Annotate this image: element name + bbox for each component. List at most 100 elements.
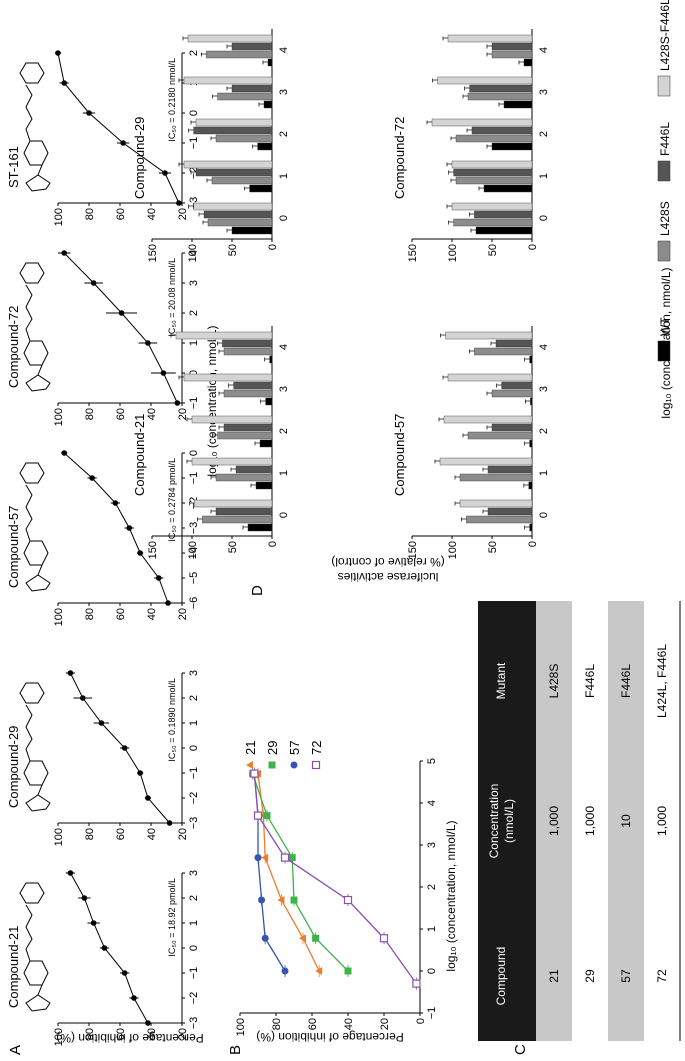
panel-label-b: B [227,1045,244,1055]
bar [222,339,273,348]
open-square-marker [253,811,263,820]
x-tick-label: −2 [188,992,200,1005]
x-tick-label: 3 [278,89,290,95]
open-square-marker [412,979,421,988]
bar [474,210,533,219]
circle-marker [258,896,266,904]
y-tick-label: 20 [177,208,189,220]
x-tick-label: 5 [426,758,438,764]
chart-title: Compound-57 [392,414,407,496]
data-point [174,400,181,406]
data-point [98,720,105,726]
panel-d-chart-3: Compound-72 0 50 100 150 0 1 2 3 4 [392,29,550,262]
triangle-marker [277,896,285,905]
y-tick-label: 60 [115,1028,127,1040]
data-point [121,970,128,976]
x-tick-label: 0 [188,370,200,376]
bar [487,507,533,516]
y-tick-label: 40 [146,208,158,220]
y-tick-label: 0 [527,244,539,250]
data-point [131,995,137,1001]
bar [491,142,533,151]
square-marker [344,967,352,975]
bar [247,523,273,532]
bar [529,439,533,448]
bar [483,184,533,193]
x-tick-label: 0 [188,945,200,951]
y-tick-label: 60 [115,408,127,420]
ring-shape [25,174,51,192]
bar [223,347,273,356]
bar [215,507,273,516]
bond-line [25,704,33,762]
ring-shape [25,574,51,592]
bar [453,218,533,227]
open-square-marker [250,769,259,778]
x-tick-label: 0 [278,215,290,221]
panel-d-charts: Compound-2105010015001234Compound-290501… [132,0,672,559]
bar [233,381,273,390]
fit-curve [63,252,178,404]
bar [187,34,273,43]
square-marker [268,761,276,769]
data-point [126,525,133,531]
bar [467,431,533,440]
ic50-label: IC₅₀ = 0.1890 nmol/L [167,678,177,762]
x-tick-label: 0 [278,512,290,518]
ic50-label: IC₅₀ = 18.92 pmol/L [167,878,177,957]
y-tick-label: 150 [147,244,159,262]
bar [443,415,533,424]
chart-title: Compound-29 [6,726,21,808]
panel-a-xlabel: log₁₀ (concentration, nmol/L) [205,325,219,476]
square-marker [290,896,298,904]
triangle-marker [261,853,269,862]
x-tick-label: 3 [188,280,200,286]
bond-line [25,484,33,542]
chart-title: Compound-72 [6,306,21,388]
ic50-label: IC₅₀ = 20.08 nmol/L [167,258,177,337]
ring-shape [23,140,49,166]
bar [215,134,273,143]
panel-c-table: Compound Concentration (nmol/L) Mutant 21 1,0… [478,601,681,1041]
bond-line [37,164,43,176]
data-point [166,820,173,826]
data-point [176,200,182,206]
data-point [80,695,86,701]
panel-label-d: D [249,585,266,596]
bar [183,373,273,382]
ring-shape [25,794,51,812]
table-header-row [478,601,536,1041]
bar [193,202,273,211]
panel-a-chart-3: Compound-72 20 40 60 80 100 −1 0 1 2 3 4 IC₅₀ = 20.0… [6,250,200,426]
x-tick-label: 4 [188,250,200,256]
ring-shape [19,682,45,704]
y-tick-label: 150 [147,541,159,559]
chart-title: Compound-21 [6,926,21,1008]
y-tick-label: 100 [53,408,65,426]
circle-marker [281,967,289,975]
x-tick-label: 1 [188,920,200,926]
square-marker [312,934,320,942]
legend-swatch [657,160,671,182]
table-cell: 29 [583,969,597,983]
x-tick-label: 3 [278,386,290,392]
y-tick-label: 0 [267,541,279,547]
table-cell: 1,000 [583,806,597,836]
ring-shape [19,462,45,484]
x-tick-label: −4 [188,547,200,560]
y-tick-label: 100 [187,244,199,262]
bar [193,126,273,135]
panel-a-chart-2: Compound-5720406080100−6−5−4−3−2−10IC₅₀ … [6,450,200,626]
chart-title: Compound-29 [132,117,147,199]
x-tick-label: 0 [188,745,200,751]
panel-a-chart-1: Compound-29 20 40 60 80 100 −3 −2 −1 0 1 2 3 IC₅₀ = 0… [6,670,200,846]
y-tick-label: 100 [53,1028,65,1046]
legend-swatch [657,340,671,362]
x-tick-label: 0 [538,215,550,221]
bar [265,397,273,406]
bar [203,210,273,219]
